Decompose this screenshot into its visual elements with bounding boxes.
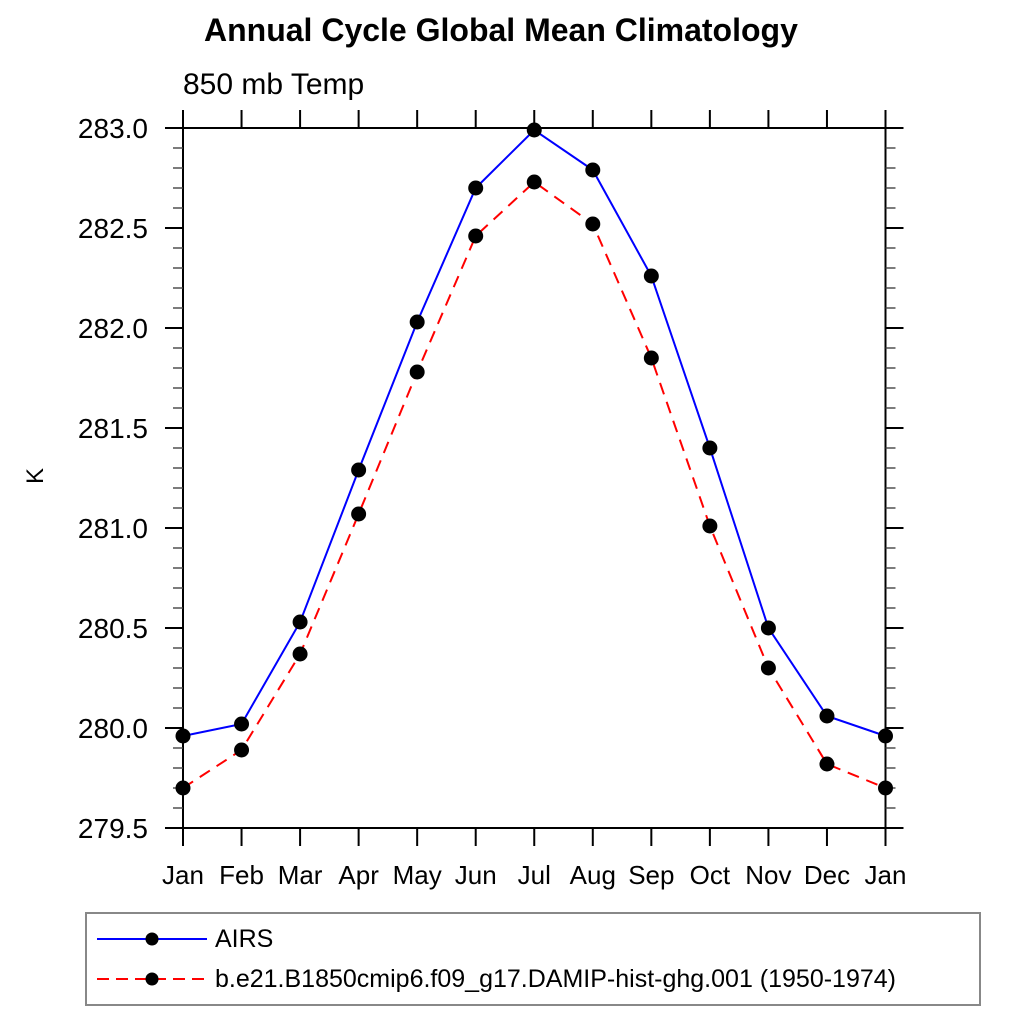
x-tick-label: Nov — [745, 860, 791, 890]
x-tick-label: Mar — [278, 860, 323, 890]
legend-row: b.e21.B1850cmip6.f09_g17.DAMIP-hist-ghg.… — [87, 959, 979, 999]
data-point-marker — [468, 180, 484, 196]
data-point-marker — [292, 646, 308, 662]
legend-line-sample — [97, 932, 207, 946]
data-point-marker — [351, 506, 367, 522]
data-point-marker — [585, 216, 601, 232]
x-tick-label: Feb — [219, 860, 264, 890]
legend-row: AIRS — [87, 919, 979, 959]
data-point-marker — [702, 518, 718, 534]
data-point-marker — [760, 620, 776, 636]
x-tick-label: Jul — [518, 860, 551, 890]
data-point-marker — [643, 350, 659, 366]
legend-line-sample — [97, 972, 207, 986]
x-tick-label: Sep — [628, 860, 674, 890]
data-point-marker — [468, 228, 484, 244]
y-tick-label: 280.0 — [78, 713, 148, 744]
x-tick-label: Jun — [455, 860, 497, 890]
data-point-marker — [409, 314, 425, 330]
data-point-marker — [878, 728, 893, 744]
y-tick-label: 282.5 — [78, 213, 148, 244]
plot-frame — [182, 127, 887, 829]
y-tick-label: 281.0 — [78, 513, 148, 544]
x-tick-label: Jan — [865, 860, 907, 890]
data-point-marker — [878, 780, 893, 796]
y-tick-label: 281.5 — [78, 413, 148, 444]
x-tick-label: May — [393, 860, 442, 890]
data-point-marker — [819, 708, 835, 724]
data-point-marker — [175, 780, 191, 796]
x-tick-label: Aug — [570, 860, 616, 890]
chart-subtitle: 850 mb Temp — [183, 68, 365, 101]
y-tick-label: 283.0 — [78, 113, 148, 144]
x-tick-label: Jan — [162, 860, 204, 890]
data-point-marker — [643, 268, 659, 284]
data-point-marker — [819, 756, 835, 772]
data-point-marker — [351, 462, 367, 478]
y-tick-label: 282.0 — [78, 313, 148, 344]
y-tick-label: 280.5 — [78, 613, 148, 644]
chart-title: Annual Cycle Global Mean Climatology — [204, 12, 798, 48]
legend-label: b.e21.B1850cmip6.f09_g17.DAMIP-hist-ghg.… — [215, 964, 896, 993]
data-point-marker — [585, 162, 601, 178]
series-line — [182, 128, 886, 737]
legend: AIRS b.e21.B1850cmip6.f09_g17.DAMIP-hist… — [85, 912, 981, 1006]
data-point-marker — [702, 440, 718, 456]
x-tick-label: Apr — [338, 860, 379, 890]
x-tick-label: Oct — [690, 860, 731, 890]
data-point-marker — [760, 660, 776, 676]
data-point-marker — [409, 364, 425, 380]
data-point-marker — [234, 716, 250, 732]
data-point-marker — [234, 742, 250, 758]
x-tick-label: Dec — [804, 860, 850, 890]
series-line — [182, 180, 886, 789]
data-point-marker — [526, 122, 542, 138]
data-point-marker — [526, 174, 542, 190]
data-point-marker — [292, 614, 308, 630]
data-point-marker — [175, 728, 191, 744]
legend-label: AIRS — [215, 924, 274, 953]
y-tick-label: 279.5 — [78, 813, 148, 844]
